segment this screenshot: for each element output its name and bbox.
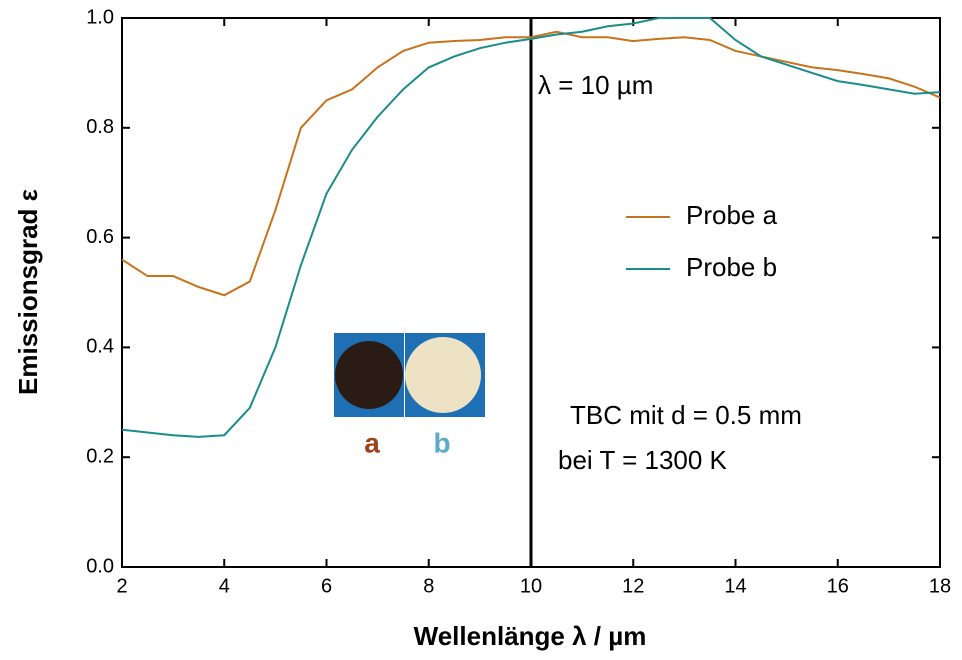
y-axis-label: Emissionsgrad ε — [13, 189, 43, 395]
x-axis-label: Wellenlänge λ / µm — [414, 621, 647, 651]
x-tick-label: 8 — [423, 575, 434, 597]
annotation: TBC mit d = 0.5 mm — [570, 400, 802, 430]
legend-label: Probe b — [686, 252, 777, 282]
y-tick-label: 0.6 — [86, 226, 114, 248]
sample-label: a — [364, 427, 380, 458]
y-tick-label: 0.4 — [86, 336, 114, 358]
y-tick-label: 1.0 — [86, 6, 114, 28]
legend-label: Probe a — [686, 200, 778, 230]
annotation: bei T = 1300 K — [558, 445, 728, 475]
x-tick-label: 2 — [116, 575, 127, 597]
sample-label: b — [433, 427, 450, 458]
disc-a — [335, 341, 403, 409]
x-tick-label: 16 — [827, 575, 849, 597]
x-tick-label: 6 — [321, 575, 332, 597]
disc-b — [405, 337, 481, 413]
x-tick-label: 10 — [520, 575, 542, 597]
y-tick-label: 0.2 — [86, 445, 114, 467]
x-tick-label: 12 — [622, 575, 644, 597]
sample-photos — [334, 333, 485, 417]
vline-label: λ = 10 µm — [538, 70, 653, 100]
x-tick-label: 4 — [219, 575, 230, 597]
x-tick-label: 18 — [929, 575, 951, 597]
series-line — [121, 17, 941, 438]
series-line — [121, 30, 941, 297]
y-tick-label: 0.8 — [86, 116, 114, 138]
y-tick-label: 0.0 — [86, 555, 114, 577]
x-tick-label: 14 — [724, 575, 746, 597]
